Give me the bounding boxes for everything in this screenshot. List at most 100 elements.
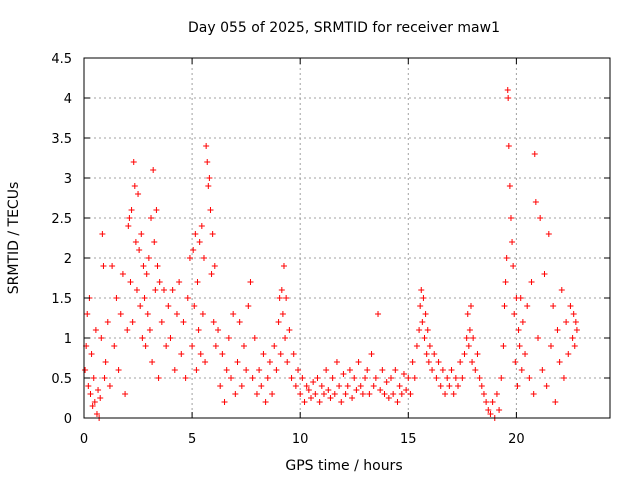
data-point — [282, 335, 289, 341]
data-point — [518, 367, 525, 373]
data-point — [189, 343, 196, 349]
data-point — [368, 351, 375, 357]
data-point — [128, 207, 135, 213]
data-point — [146, 327, 153, 333]
gridlines — [84, 58, 610, 418]
data-point — [191, 303, 198, 309]
data-point — [303, 383, 310, 389]
data-point — [552, 399, 559, 405]
data-point — [151, 239, 158, 245]
data-point — [277, 351, 284, 357]
data-point — [364, 367, 371, 373]
data-point — [392, 367, 399, 373]
data-point — [543, 383, 550, 389]
data-point — [143, 271, 150, 277]
data-point — [276, 295, 283, 301]
data-point — [158, 319, 165, 325]
data-point — [448, 367, 455, 373]
data-point — [149, 359, 156, 365]
data-point — [480, 391, 487, 397]
data-point — [556, 359, 563, 365]
data-point — [467, 303, 474, 309]
x-tick-label: 20 — [508, 432, 525, 447]
data-point — [136, 247, 143, 253]
data-point — [483, 399, 490, 405]
data-point — [398, 391, 405, 397]
data-point — [132, 239, 139, 245]
data-point — [505, 143, 512, 149]
data-point — [253, 391, 260, 397]
data-point — [379, 367, 386, 373]
data-points — [82, 87, 580, 421]
data-point — [411, 375, 418, 381]
data-point — [200, 255, 207, 261]
data-point — [97, 395, 104, 401]
data-point — [130, 159, 137, 165]
data-point — [504, 87, 511, 93]
data-point — [152, 287, 159, 293]
data-point — [139, 335, 146, 341]
data-point — [141, 295, 148, 301]
data-point — [145, 255, 152, 261]
x-tick-label: 5 — [188, 432, 196, 447]
data-point — [573, 327, 580, 333]
data-point — [153, 207, 160, 213]
data-point — [355, 359, 362, 365]
data-point — [180, 319, 187, 325]
data-point — [171, 367, 178, 373]
data-point — [223, 367, 230, 373]
data-point — [160, 287, 167, 293]
data-point — [541, 271, 548, 277]
data-point — [498, 375, 505, 381]
data-point — [258, 383, 265, 389]
data-point — [195, 327, 202, 333]
data-point — [405, 375, 412, 381]
data-point — [167, 335, 174, 341]
data-point — [506, 183, 513, 189]
data-point — [514, 383, 521, 389]
data-point — [320, 391, 327, 397]
y-tick-label: 1.5 — [51, 292, 72, 307]
data-point — [178, 351, 185, 357]
data-point — [93, 411, 100, 417]
data-point — [101, 375, 108, 381]
data-point — [416, 327, 423, 333]
data-point — [312, 391, 319, 397]
data-point — [316, 399, 323, 405]
data-point — [563, 319, 570, 325]
data-point — [512, 359, 519, 365]
data-point — [230, 311, 237, 317]
data-point — [236, 319, 243, 325]
data-point — [206, 175, 213, 181]
data-point — [256, 367, 263, 373]
data-point — [137, 303, 144, 309]
data-point — [516, 343, 523, 349]
data-point — [85, 383, 92, 389]
data-point — [381, 391, 388, 397]
data-point — [400, 371, 407, 377]
data-point — [156, 279, 163, 285]
data-point — [283, 295, 290, 301]
data-point — [569, 335, 576, 341]
data-point — [359, 391, 366, 397]
data-point — [150, 167, 157, 173]
data-point — [198, 223, 205, 229]
data-point — [522, 351, 529, 357]
data-point — [318, 383, 325, 389]
data-point — [238, 383, 245, 389]
data-point — [500, 343, 507, 349]
data-point — [275, 319, 282, 325]
data-point — [333, 359, 340, 365]
data-point — [133, 287, 140, 293]
data-point — [184, 295, 191, 301]
data-point — [215, 327, 222, 333]
data-point — [82, 367, 89, 373]
data-point — [560, 375, 567, 381]
data-point — [459, 375, 466, 381]
data-point — [353, 387, 360, 393]
data-point — [280, 263, 287, 269]
data-point — [194, 279, 201, 285]
data-point — [204, 159, 211, 165]
data-point — [331, 391, 338, 397]
data-point — [425, 359, 432, 365]
